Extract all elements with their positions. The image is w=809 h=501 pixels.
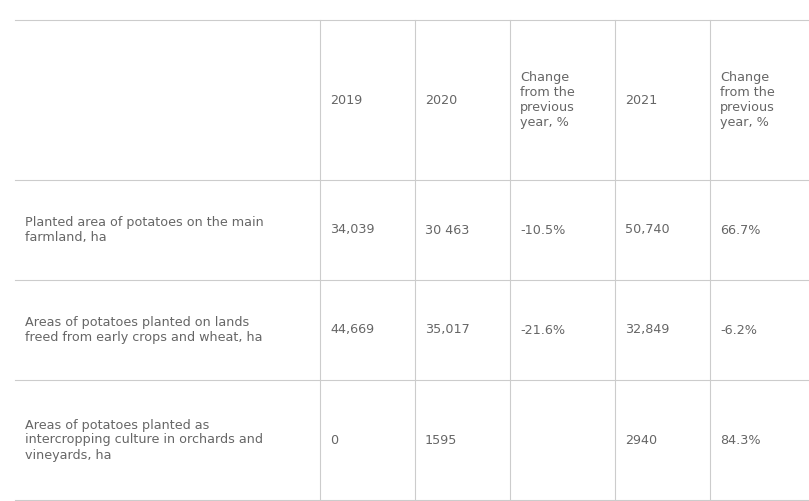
Text: Areas of potatoes planted as
intercropping culture in orchards and
vineyards, ha: Areas of potatoes planted as intercroppi…: [25, 418, 263, 461]
Text: 2019: 2019: [330, 94, 362, 107]
Text: Change
from the
previous
year, %: Change from the previous year, %: [520, 71, 575, 129]
Text: 84.3%: 84.3%: [720, 433, 760, 446]
Text: Areas of potatoes planted on lands
freed from early crops and wheat, ha: Areas of potatoes planted on lands freed…: [25, 316, 262, 344]
Text: 50,740: 50,740: [625, 223, 670, 236]
Text: 0: 0: [330, 433, 338, 446]
Text: 2021: 2021: [625, 94, 657, 107]
Text: -6.2%: -6.2%: [720, 324, 757, 337]
Text: 32,849: 32,849: [625, 324, 669, 337]
Text: 30 463: 30 463: [425, 223, 469, 236]
Text: 1595: 1595: [425, 433, 457, 446]
Text: 66.7%: 66.7%: [720, 223, 760, 236]
Text: 34,039: 34,039: [330, 223, 375, 236]
Text: 2940: 2940: [625, 433, 657, 446]
Text: Planted area of potatoes on the main
farmland, ha: Planted area of potatoes on the main far…: [25, 216, 264, 244]
Text: 44,669: 44,669: [330, 324, 374, 337]
Text: 35,017: 35,017: [425, 324, 470, 337]
Text: -10.5%: -10.5%: [520, 223, 565, 236]
Text: Change
from the
previous
year, %: Change from the previous year, %: [720, 71, 775, 129]
Text: -21.6%: -21.6%: [520, 324, 565, 337]
Text: 2020: 2020: [425, 94, 457, 107]
